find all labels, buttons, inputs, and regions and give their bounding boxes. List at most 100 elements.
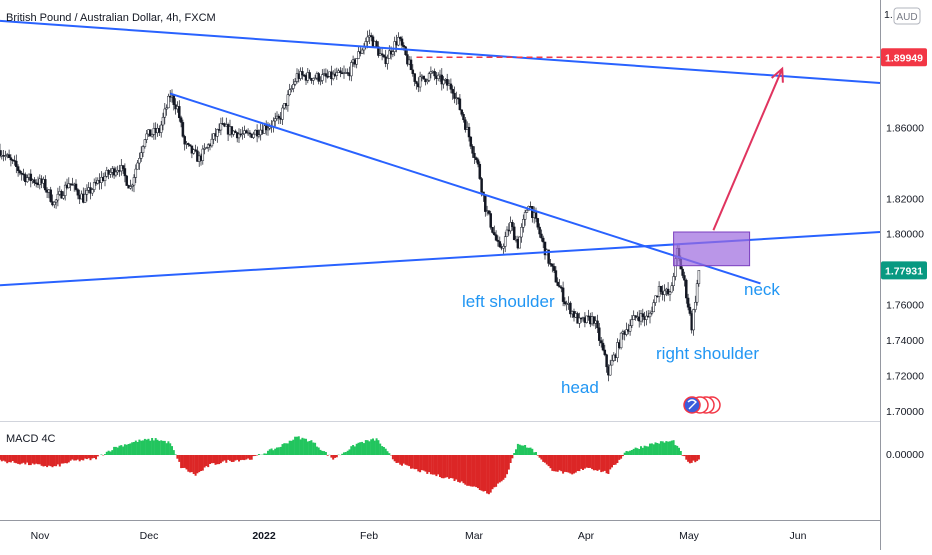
candle-down	[479, 164, 481, 178]
projection-box[interactable]	[674, 232, 750, 266]
macd-bar-negative	[444, 455, 446, 478]
macd-bar-negative	[405, 455, 407, 465]
candle-down	[434, 71, 436, 76]
macd-bar-positive	[647, 447, 649, 456]
candle-up	[211, 139, 213, 146]
candle-up	[392, 52, 394, 55]
macd-bar-negative	[71, 455, 73, 460]
macd-bar-positive	[521, 445, 523, 455]
candle-down	[540, 234, 542, 238]
macd-bar-positive	[350, 446, 352, 455]
macd-bar-positive	[122, 447, 124, 456]
candle-up	[443, 80, 445, 84]
macd-bar-positive	[318, 448, 320, 456]
candle-down	[495, 235, 497, 241]
macd-bar-positive	[289, 441, 291, 455]
macd-bar-negative	[691, 455, 693, 463]
macd-bar-negative	[26, 455, 28, 463]
macd-bar-negative	[683, 455, 685, 456]
macd-bar-positive	[280, 447, 282, 455]
macd-bar-positive	[142, 440, 144, 455]
macd-bar-negative	[432, 455, 434, 475]
macd-bar-negative	[406, 455, 408, 466]
price-tick-label: 1.80000	[886, 229, 924, 241]
macd-bar-negative	[437, 455, 439, 474]
candle-up	[287, 95, 289, 106]
macd-bar-negative	[43, 455, 45, 467]
macd-bar-negative	[542, 455, 544, 462]
macd-bar-positive	[627, 451, 629, 455]
macd-bar-positive	[312, 443, 314, 456]
macd-bar-positive	[305, 439, 307, 455]
macd-bar-negative	[207, 455, 209, 467]
macd-bar-negative	[90, 455, 92, 460]
candle-up	[387, 58, 389, 63]
candle-up	[522, 219, 524, 227]
macd-bar-negative	[191, 455, 193, 472]
macd-bar-positive	[660, 441, 662, 455]
macd-bar-negative	[224, 455, 226, 461]
macd-bar-positive	[296, 437, 298, 455]
price-axis-top-label: 1.	[884, 9, 893, 21]
macd-bar-negative	[399, 455, 401, 465]
price-tick-label: 1.72000	[886, 371, 924, 383]
macd-bar-negative	[463, 455, 465, 483]
macd-bar-negative	[211, 455, 213, 463]
macd-bar-positive	[519, 445, 521, 455]
price-tick-label: 1.82000	[886, 193, 924, 205]
candle-down	[551, 264, 553, 267]
macd-bar-negative	[428, 455, 430, 472]
candle-up	[321, 75, 323, 81]
candle-down	[557, 282, 559, 286]
candle-up	[428, 74, 430, 81]
candle-down	[602, 343, 604, 350]
macd-bar-negative	[423, 455, 425, 471]
macd-bar-negative	[434, 455, 436, 475]
macd-bar-negative	[403, 455, 405, 464]
macd-bar-positive	[649, 444, 651, 455]
macd-bar-negative	[220, 455, 222, 463]
macd-bar-negative	[450, 455, 452, 478]
macd-bar-negative	[35, 455, 37, 464]
macd-bar-negative	[475, 455, 477, 487]
macd-bar-positive	[120, 445, 122, 455]
macd-bar-positive	[644, 446, 646, 455]
macd-bar-negative	[622, 455, 624, 456]
candle-down	[642, 314, 644, 317]
macd-bar-positive	[108, 451, 110, 455]
macd-bar-negative	[537, 455, 539, 456]
macd-bar-negative	[417, 455, 419, 471]
macd-bar-positive	[303, 439, 305, 456]
macd-bar-negative	[253, 455, 255, 456]
candle-down	[33, 180, 35, 183]
macd-bar-negative	[8, 455, 10, 462]
macd-bar-negative	[200, 455, 202, 471]
candle-up	[84, 194, 86, 202]
macd-bar-negative	[205, 455, 207, 466]
macd-bar-positive	[162, 441, 164, 455]
candle-up	[142, 147, 144, 153]
candle-down	[484, 195, 486, 211]
macd-bar-positive	[343, 452, 345, 455]
macd-bar-negative	[499, 455, 501, 482]
macd-bar-negative	[86, 455, 88, 459]
macd-bar-negative	[685, 455, 687, 460]
macd-bar-positive	[158, 441, 160, 455]
macd-bar-positive	[271, 449, 273, 456]
macd-bar-negative	[225, 455, 227, 463]
candle-down	[535, 213, 537, 219]
macd-bar-negative	[39, 455, 41, 464]
macd-bar-negative	[559, 455, 561, 470]
time-label-jun: Jun	[790, 530, 807, 542]
macd-bar-negative	[24, 455, 26, 464]
macd-bar-negative	[196, 455, 198, 473]
candle-down	[173, 96, 175, 105]
event-markers[interactable]	[684, 397, 720, 413]
macd-bar-negative	[215, 455, 217, 465]
macd-bar-negative	[216, 455, 218, 464]
candle-up	[365, 42, 367, 47]
macd-bar-positive	[160, 440, 162, 455]
candle-down	[0, 150, 1, 155]
macd-bar-negative	[618, 455, 620, 460]
macd-bar-positive	[631, 450, 633, 455]
